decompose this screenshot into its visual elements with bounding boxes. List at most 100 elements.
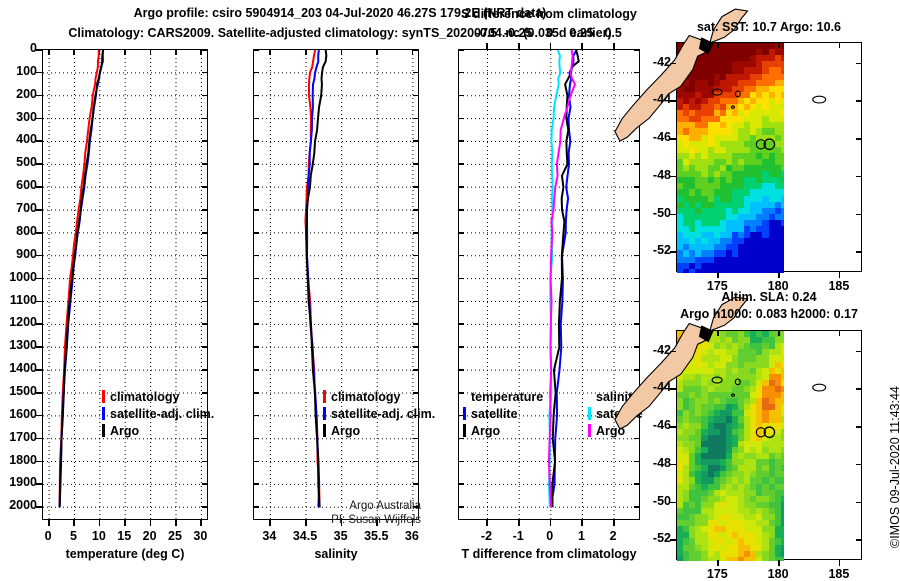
ytick-inner [413,71,419,74]
ytick-inner [634,140,640,143]
legend-swatch [102,407,105,420]
xtick [48,520,50,526]
plot-frame-difference [458,49,641,521]
map-title-sla-line1: Altim. SLA: 0.24 [721,290,817,304]
map-lon-label: 185 [828,567,850,581]
gridlines-salinity [254,50,420,521]
xtick [518,520,520,526]
ytick-inner [202,277,208,280]
ytick-label: 200 [16,86,37,101]
ytick-inner [458,117,464,120]
cook-strait-patch [698,325,714,343]
ytick [36,300,42,303]
curves-difference [547,49,580,508]
xtick-top [376,49,378,55]
axis-label-salinity: salinity [314,547,358,561]
ytick-label: 700 [16,201,37,216]
axis-label-difference: T difference from climatology [461,547,637,561]
xtick [340,520,343,526]
curve-temperature-satellite [549,49,578,508]
plot-frame-temperature [42,49,209,521]
xtick-top [305,49,307,55]
ytick-inner [634,49,640,51]
ytick-inner [634,460,640,463]
map-lon-label: 175 [706,279,728,293]
ytick-inner [458,414,464,417]
legend-swatch [323,407,326,420]
map-lat-tick-inner [856,213,862,216]
map-lat-tick [670,350,676,353]
ytick-inner [253,117,259,120]
legend-row: satellite-adj. clim. [323,405,435,422]
ytick-label: 600 [16,178,37,193]
legend-row: Argo [463,422,543,439]
map-lat-label: -48 [652,455,671,470]
ytick-inner [202,94,208,97]
ytick-inner [413,49,419,51]
contour-blob [734,378,741,386]
legend-label: satellite [471,406,518,421]
ytick-inner [634,231,640,234]
xtick [200,520,202,526]
curve-temperature-argo [551,49,580,508]
map-lat-label: -48 [652,167,671,182]
ytick-inner [413,506,419,508]
ytick-inner [253,483,259,485]
ytick-inner [253,277,259,280]
map-lat-tick [670,100,676,103]
ytick-inner [413,346,419,348]
map-lon-tick [778,272,780,278]
map-frame-sst-map [614,8,862,273]
legend-swatch [323,424,326,437]
map-lat-tick [670,501,676,504]
float-position-marker [763,138,776,151]
map-lat-label: -52 [652,531,671,546]
ytick-inner [253,231,259,234]
legend-label: satellite-adj. clim. [110,406,215,421]
xtick-label: 34 [262,529,277,543]
ytick-inner [634,186,640,188]
ytick-inner [253,460,259,463]
legend-row: satellite [463,405,543,422]
credit-line: PI: Susan Wijffels [331,514,421,526]
ytick-inner [634,369,640,371]
ytick [36,277,42,280]
ytick-inner [413,140,419,143]
legend-label: temperature [471,389,544,404]
xtick-label: 25 [168,529,182,543]
xtick [376,520,378,526]
ytick-inner [413,483,419,485]
ytick-label: 1600 [9,406,37,421]
ytick-inner [458,231,464,234]
xtick [549,520,552,526]
land-north-island [708,296,749,332]
ytick-label: 1500 [9,383,37,398]
coastline-sla-map [614,296,827,439]
map-frame-sla-map [614,296,862,561]
legend-swatch [588,390,591,403]
xtick [149,520,152,526]
contour-blob [730,105,735,109]
map-lon-tick [717,272,719,278]
ytick-inner [458,346,464,348]
gridlines-temperature [43,50,209,521]
ytick-label: 900 [16,246,37,261]
ytick-inner [413,94,419,97]
map-lat-label: -44 [652,380,671,395]
ytick-inner [458,94,464,97]
ytick-inner [413,369,419,371]
page-title-line2: Climatology: CARS2009. Satellite-adjuste… [68,26,612,40]
ytick [36,369,42,371]
ytick-inner [634,323,640,325]
xtick-top [149,49,152,55]
ytick-label: 2000 [9,498,37,513]
legend-label: satellite-adj. clim. [331,406,436,421]
ytick-inner [253,323,259,325]
map-lat-tick-inner [856,426,862,428]
contour-blob [755,139,767,150]
legend-label: climatology [331,389,401,404]
ytick-inner [253,414,259,417]
ytick-inner [634,300,640,303]
map-lon-tick [838,560,841,566]
ytick-inner [458,186,464,188]
